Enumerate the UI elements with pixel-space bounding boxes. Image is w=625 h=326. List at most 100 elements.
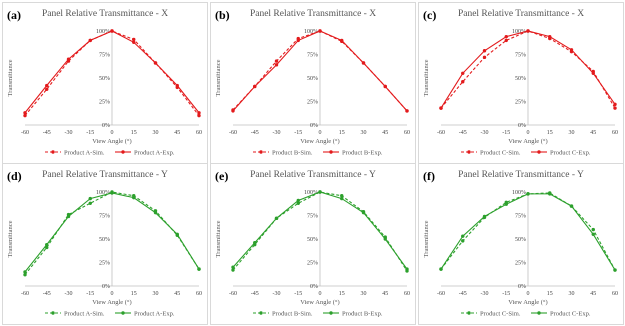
x-tick-label: 45 <box>590 291 596 297</box>
y-tick-label: 0% <box>102 284 110 290</box>
data-point <box>253 241 257 245</box>
y-axis-label: Transmittance <box>7 59 14 96</box>
data-point <box>253 84 257 89</box>
x-tick-label: -30 <box>481 291 489 297</box>
panel-label: (e) <box>215 169 229 183</box>
data-point <box>340 196 344 201</box>
data-point <box>296 38 300 43</box>
data-point <box>45 83 49 88</box>
chart-panel: 0% 25% 50% 75% 100% -60 -45 -30 -15 0 15 30 45 60 View… <box>2 163 208 325</box>
y-tick-label: 50% <box>515 237 526 243</box>
x-tick-label: -60 <box>229 291 237 297</box>
x-tick-label: 15 <box>339 291 345 297</box>
data-point <box>231 265 235 269</box>
x-tick-label: -15 <box>86 130 94 136</box>
y-tick-label: 0% <box>310 123 318 129</box>
y-axis-label: Transmittance <box>215 59 222 96</box>
y-tick-label: 50% <box>99 237 110 243</box>
chart-svg: 0% 25% 50% 75% 100% -60 -45 -30 -15 0 15 30 45 60 View… <box>7 29 202 156</box>
data-point <box>88 38 92 43</box>
data-point <box>132 37 136 42</box>
legend-label: Product A-Sim. <box>64 149 105 156</box>
data-point <box>504 34 508 39</box>
data-point <box>461 234 465 238</box>
chart-panel: 0% 25% 50% 75% 100% -60 -45 -30 -15 0 15 30 45 60 View… <box>210 163 416 325</box>
x-tick-label: -60 <box>229 130 237 136</box>
x-tick-label: 45 <box>382 291 388 297</box>
legend-label: Product B-Sim. <box>272 149 313 156</box>
legend-label: Product C-Exp. <box>550 149 591 156</box>
legend-marker <box>121 150 125 154</box>
x-tick-label: -45 <box>43 291 51 297</box>
x-tick-label: 15 <box>547 291 553 297</box>
data-point <box>613 102 617 107</box>
x-tick-label: -60 <box>437 291 445 297</box>
x-tick-label: -45 <box>459 291 467 297</box>
x-tick-label: -45 <box>251 291 259 297</box>
data-point <box>613 268 617 272</box>
chart-title: Panel Relative Transmittance - Y <box>42 170 168 180</box>
y-tick-label: 100% <box>96 29 110 35</box>
y-tick-label: 50% <box>99 76 110 82</box>
data-point <box>274 216 279 221</box>
data-point <box>405 109 409 113</box>
legend-label: Product C-Sim. <box>480 149 521 156</box>
y-tick-label: 0% <box>102 123 110 129</box>
x-tick-label: 30 <box>153 130 159 136</box>
chart-svg: 0% 25% 50% 75% 100% -60 -45 -30 -15 0 15 30 45 60 View… <box>215 190 410 317</box>
panel-label: (f) <box>423 169 435 183</box>
x-tick-label: 0 <box>527 291 530 297</box>
x-tick-label: -15 <box>294 130 302 136</box>
data-point <box>340 38 344 43</box>
y-axis-label: Transmittance <box>7 220 14 257</box>
y-tick-label: 25% <box>99 100 110 106</box>
data-point <box>526 192 530 196</box>
y-tick-label: 25% <box>99 261 110 267</box>
data-point <box>591 71 595 76</box>
data-point <box>110 191 114 195</box>
y-tick-label: 100% <box>512 190 526 196</box>
y-tick-label: 75% <box>515 53 526 59</box>
data-point <box>569 48 574 52</box>
x-tick-label: 0 <box>319 291 322 297</box>
y-tick-label: 50% <box>307 76 318 82</box>
legend-marker <box>51 150 55 154</box>
y-tick-label: 100% <box>512 29 526 35</box>
data-point <box>591 232 595 236</box>
data-point <box>175 83 179 88</box>
series-line-sim <box>24 30 200 116</box>
legend-marker <box>329 311 333 315</box>
data-point <box>439 267 443 271</box>
data-point <box>548 34 552 39</box>
x-tick-label: 60 <box>196 130 202 136</box>
x-tick-label: 60 <box>612 291 618 297</box>
y-tick-label: 0% <box>518 123 526 129</box>
legend-marker <box>467 150 471 154</box>
x-tick-label: 45 <box>590 130 596 136</box>
data-point <box>66 214 71 219</box>
chart-panel: 0% 25% 50% 75% 100% -60 -45 -30 -15 0 15 30 45 60 View… <box>418 2 624 164</box>
x-tick-label: 0 <box>111 291 114 297</box>
y-axis-label: Transmittance <box>215 220 222 257</box>
data-point <box>274 63 279 67</box>
data-point <box>45 242 49 247</box>
y-tick-label: 100% <box>96 190 110 196</box>
y-tick-label: 50% <box>515 76 526 82</box>
x-tick-label: 30 <box>569 291 575 297</box>
data-point <box>66 57 71 61</box>
data-point <box>153 61 158 65</box>
data-point <box>613 106 617 110</box>
data-point <box>405 267 409 271</box>
data-point <box>296 198 300 203</box>
legend-label: Product A-Exp. <box>134 149 175 156</box>
data-point <box>110 29 114 33</box>
x-axis-label: View Angle (°) <box>92 299 131 306</box>
data-point <box>504 202 508 206</box>
y-tick-label: 25% <box>515 100 526 106</box>
y-tick-label: 25% <box>515 261 526 267</box>
data-point <box>197 267 201 271</box>
data-point <box>132 195 136 200</box>
x-tick-label: -45 <box>43 130 51 136</box>
y-tick-label: 25% <box>307 100 318 106</box>
x-tick-label: 45 <box>174 130 180 136</box>
